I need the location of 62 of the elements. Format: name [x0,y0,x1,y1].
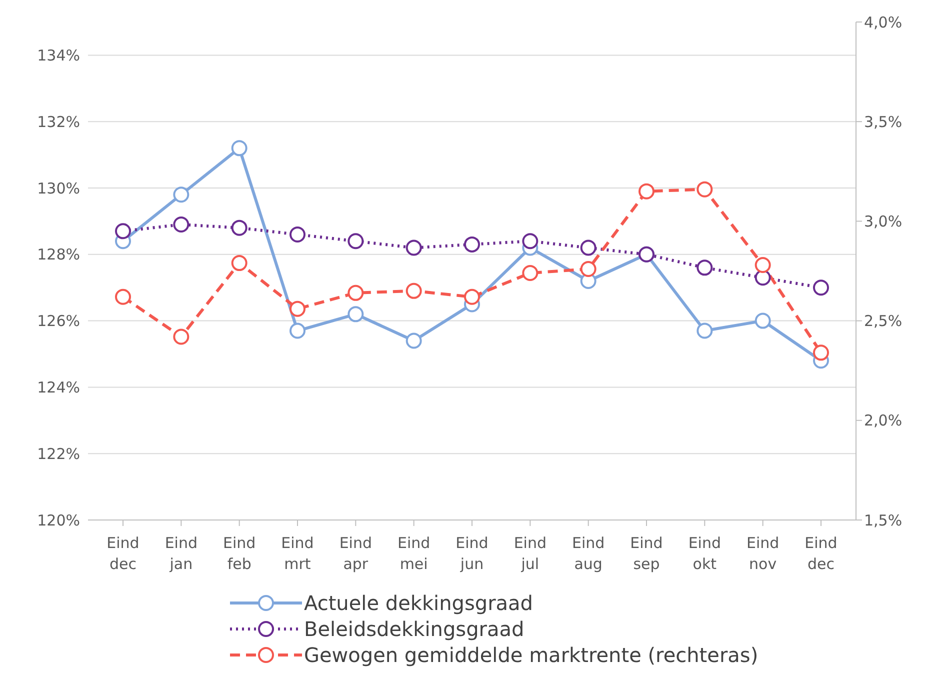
legend-label: Actuele dekkingsgraad [304,591,534,615]
point [638,183,654,200]
x-tick-label: Eind jan [164,534,198,573]
point [406,282,422,299]
point [813,280,829,296]
point [813,344,829,361]
point [754,257,771,274]
point [231,220,248,236]
point [522,264,538,281]
y-tick-label: 126% [37,312,80,330]
y-tick-label: 124% [37,378,80,397]
point [522,233,538,250]
x-tick-label: Eind apr [339,534,372,573]
point [348,284,364,301]
point [115,288,131,305]
point [580,261,596,278]
point [231,255,248,272]
y-tick-label: 122% [37,444,80,463]
point [173,186,190,203]
point [115,223,131,240]
x-tick-label: Eind feb [222,534,256,573]
y2-tick-label: 3,5% [864,112,902,131]
y-tick-label: 132% [37,112,80,131]
legend-label: Beleidsdekkingsgraad [304,617,524,641]
y-tick-label: 120% [37,511,80,530]
x-tick-label: Eind sep [630,534,663,573]
y2-tick-label: 2,5% [864,312,902,330]
legend-label: Gewogen gemiddelde marktrente (rechteras) [304,643,758,667]
point [754,270,771,286]
point [290,300,306,317]
point [348,306,364,322]
point [290,322,306,339]
y-tick-label: 128% [37,246,80,264]
y-tick-label: 130% [37,179,80,198]
point [464,288,480,305]
y2-tick-label: 1,5% [864,511,902,530]
point [348,233,364,250]
y2-tick-label: 2,0% [864,412,902,430]
x-tick-label: Eind aug [572,534,605,573]
y2-tick-label: 4,0% [864,13,902,32]
point [173,328,190,345]
x-tick-label: Eind dec [106,534,140,573]
point [696,181,713,198]
point [696,322,713,339]
point [231,140,248,156]
point [580,240,596,256]
x-tick-label: Eind dec [804,534,838,573]
point [464,236,480,252]
x-tick-label: Eind mrt [281,534,314,573]
x-tick-label: Eind mei [397,534,430,573]
y2-tick-label: 3,0% [864,212,902,231]
point [173,216,190,233]
point [696,260,713,276]
point [406,240,422,256]
point [406,332,422,349]
point [754,312,771,329]
x-tick-label: Eind jun [456,534,488,573]
x-tick-label: Eind nov [746,534,780,573]
x-tick-label: Eind jul [514,534,547,573]
y-tick-label: 134% [37,46,80,65]
point [290,226,306,242]
x-tick-label: Eind okt [688,534,722,573]
